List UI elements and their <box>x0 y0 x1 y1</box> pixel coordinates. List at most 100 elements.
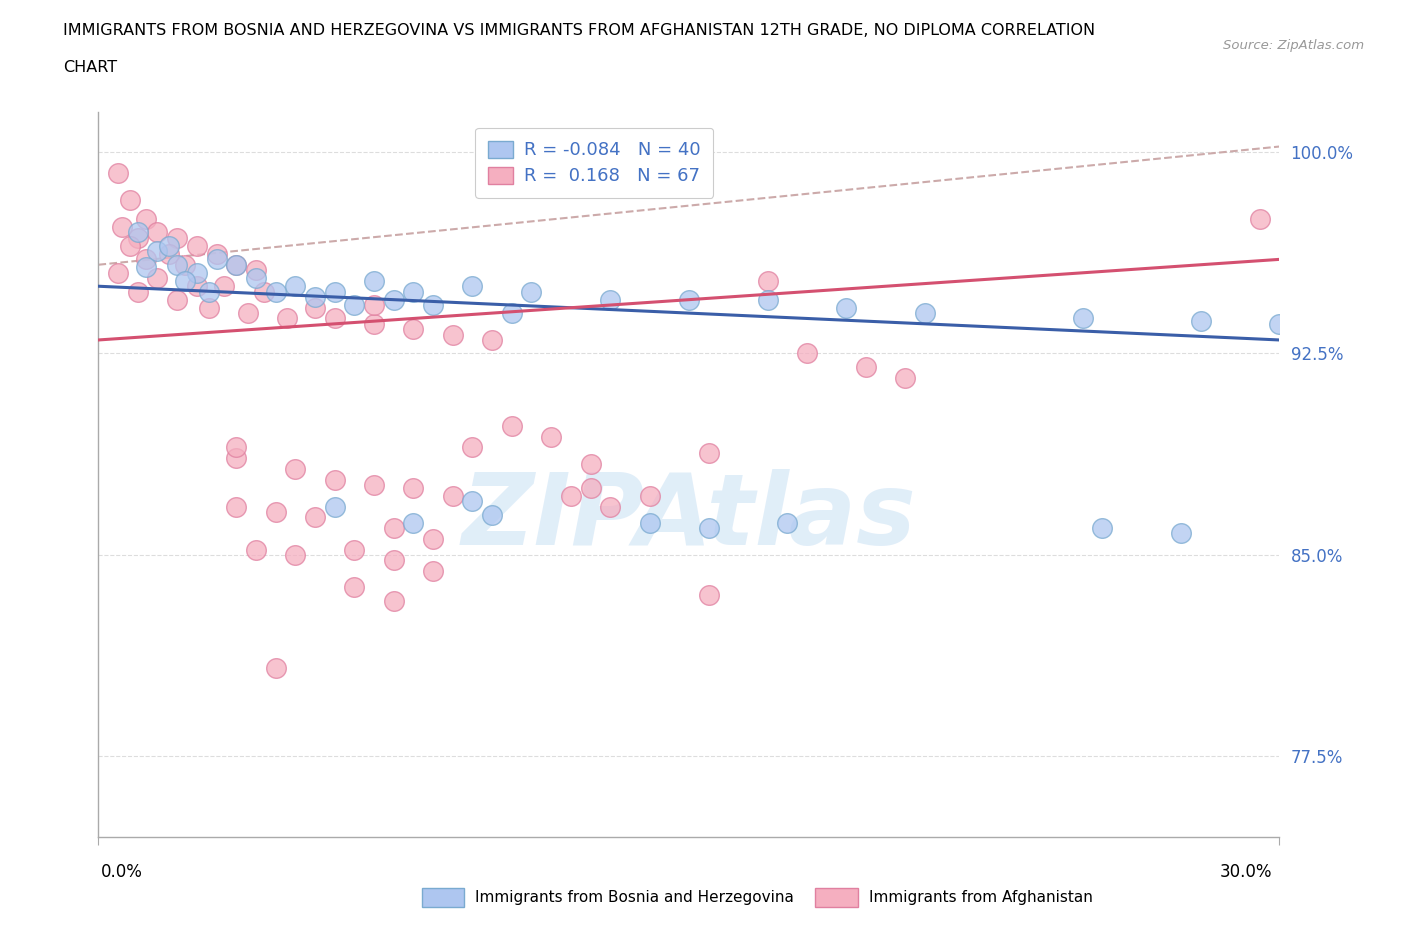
Point <box>501 306 523 321</box>
Point <box>225 451 247 466</box>
Point <box>599 499 621 514</box>
Point <box>481 333 503 348</box>
Point <box>1249 212 1271 227</box>
Point <box>245 271 267 286</box>
Point <box>197 300 219 315</box>
Point <box>157 246 180 261</box>
Point <box>363 273 385 288</box>
Point <box>236 306 259 321</box>
Text: 0.0%: 0.0% <box>101 863 143 882</box>
Point <box>579 456 602 471</box>
Point <box>146 244 169 259</box>
Point <box>135 252 157 267</box>
Point <box>166 231 188 246</box>
Point <box>697 588 720 603</box>
Point <box>264 660 287 675</box>
Point <box>402 515 425 530</box>
Point <box>855 359 877 374</box>
Point <box>323 311 346 325</box>
Point <box>284 279 307 294</box>
Point <box>343 298 366 312</box>
Point <box>174 258 197 272</box>
Point <box>382 521 405 536</box>
Point <box>186 265 208 280</box>
Point <box>205 246 228 261</box>
Point <box>284 461 307 476</box>
Point <box>756 273 779 288</box>
Point <box>756 292 779 307</box>
Point <box>264 285 287 299</box>
Point <box>107 166 129 180</box>
Point <box>382 292 405 307</box>
Point <box>441 327 464 342</box>
Text: 30.0%: 30.0% <box>1220 863 1272 882</box>
Point <box>276 311 298 325</box>
Point <box>323 472 346 487</box>
Point <box>1268 316 1291 331</box>
Point <box>638 515 661 530</box>
Point <box>197 285 219 299</box>
Point <box>225 258 247 272</box>
Point <box>678 292 700 307</box>
Point <box>127 231 149 246</box>
Point <box>284 548 307 563</box>
Point <box>501 418 523 433</box>
Point <box>481 507 503 522</box>
Point <box>1189 313 1212 328</box>
Point <box>135 212 157 227</box>
Point <box>264 504 287 519</box>
Point <box>402 322 425 337</box>
Point <box>776 515 799 530</box>
Point <box>1071 311 1094 325</box>
Text: Immigrants from Bosnia and Herzegovina: Immigrants from Bosnia and Herzegovina <box>475 890 794 905</box>
Text: IMMIGRANTS FROM BOSNIA AND HERZEGOVINA VS IMMIGRANTS FROM AFGHANISTAN 12TH GRADE: IMMIGRANTS FROM BOSNIA AND HERZEGOVINA V… <box>63 23 1095 38</box>
Point <box>402 285 425 299</box>
Text: CHART: CHART <box>63 60 117 75</box>
Point <box>363 316 385 331</box>
Point <box>157 238 180 253</box>
Point <box>304 289 326 304</box>
Point <box>363 478 385 493</box>
Point <box>422 531 444 546</box>
Point <box>461 440 484 455</box>
Point <box>107 265 129 280</box>
Point <box>323 499 346 514</box>
Point <box>343 542 366 557</box>
Point <box>245 542 267 557</box>
Point <box>697 521 720 536</box>
Text: Immigrants from Afghanistan: Immigrants from Afghanistan <box>869 890 1092 905</box>
Point <box>363 298 385 312</box>
Point <box>225 440 247 455</box>
Point <box>520 285 543 299</box>
Point <box>560 488 582 503</box>
Point <box>111 219 134 234</box>
Point <box>1170 526 1192 541</box>
Point <box>441 488 464 503</box>
Point <box>638 488 661 503</box>
Legend: R = -0.084   N = 40, R =  0.168   N = 67: R = -0.084 N = 40, R = 0.168 N = 67 <box>475 128 713 198</box>
Point <box>796 346 818 361</box>
Point <box>402 480 425 495</box>
Point <box>304 510 326 525</box>
Point <box>253 285 276 299</box>
Point <box>146 225 169 240</box>
Point <box>225 258 247 272</box>
Point <box>697 445 720 460</box>
Point <box>894 370 917 385</box>
Point <box>166 292 188 307</box>
Point <box>422 298 444 312</box>
Point <box>914 306 936 321</box>
Point <box>540 430 562 445</box>
Point <box>835 300 858 315</box>
Point <box>205 252 228 267</box>
Point <box>1091 521 1114 536</box>
Point <box>323 285 346 299</box>
Point <box>174 273 197 288</box>
Point <box>186 279 208 294</box>
Point <box>422 564 444 578</box>
Point <box>461 494 484 509</box>
Point <box>343 579 366 594</box>
Point <box>304 300 326 315</box>
Point <box>118 238 141 253</box>
Point <box>214 279 236 294</box>
